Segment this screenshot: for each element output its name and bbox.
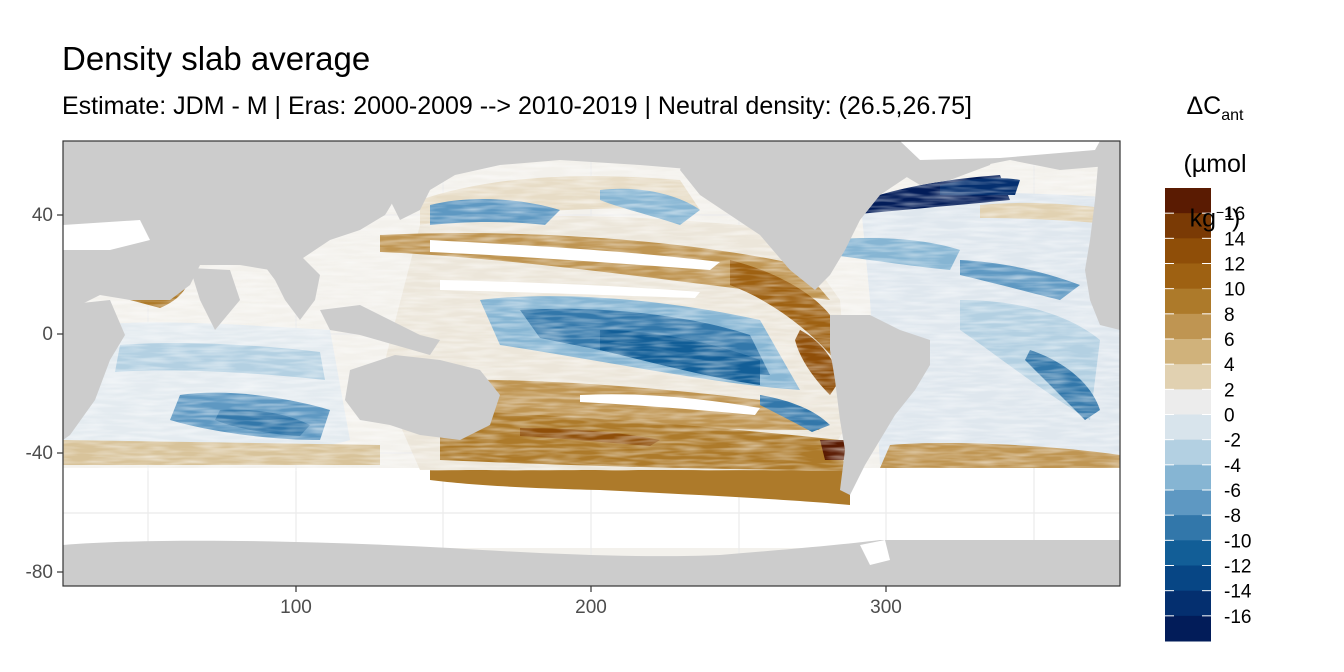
y-tick-label: 0	[42, 324, 53, 345]
map-area	[63, 141, 1120, 586]
land-masses	[63, 141, 1120, 586]
legend-label: 12	[1224, 255, 1245, 276]
y-tick-label: -80	[26, 562, 53, 583]
legend-label: 14	[1224, 229, 1246, 250]
y-tick-label: -40	[26, 443, 53, 464]
map-title: Density slab average	[62, 40, 371, 77]
legend-label: -16	[1224, 607, 1251, 628]
legend-swatch	[1165, 263, 1211, 290]
legend-title-unit: (µmol kg−1)	[1183, 150, 1247, 233]
x-axis	[295, 586, 887, 592]
legend-label: -2	[1224, 431, 1241, 452]
legend-title: ΔCant (µmol kg−1)	[1160, 82, 1270, 242]
legend-swatch	[1165, 515, 1211, 541]
legend-swatch	[1165, 188, 1211, 214]
legend-label: 2	[1224, 380, 1235, 401]
legend-label: 0	[1224, 406, 1235, 427]
nodata-patches	[63, 141, 1100, 565]
x-tick-label: 100	[280, 597, 312, 618]
legend-label: -10	[1224, 531, 1251, 552]
legend-label: 8	[1224, 305, 1235, 326]
legend-swatch	[1165, 540, 1211, 566]
map-subtitle: Estimate: JDM - M | Eras: 2000-2009 --> …	[62, 92, 972, 120]
legend-swatch	[1165, 439, 1211, 466]
legend-label: -8	[1224, 506, 1241, 527]
legend-swatch	[1165, 288, 1211, 315]
legend-label: -4	[1224, 456, 1241, 477]
legend-swatch	[1165, 615, 1211, 642]
legend-label: -14	[1224, 582, 1252, 603]
legend-swatch	[1165, 565, 1211, 592]
legend-swatch	[1165, 490, 1211, 516]
y-axis	[57, 214, 63, 573]
legend-swatch	[1165, 389, 1211, 415]
legend-swatch	[1165, 213, 1211, 239]
legend-swatch	[1165, 590, 1211, 617]
legend-swatch	[1165, 414, 1211, 441]
legend-label: 16	[1224, 204, 1245, 225]
legend-swatch	[1165, 238, 1211, 264]
legend-colorbar	[1165, 188, 1211, 642]
legend-labels: 16 14 12 10 8 6 4 2 0 -2 -4 -6 -8 -10 -12 -14 -16	[1224, 204, 1252, 628]
x-tick-label: 300	[870, 597, 902, 618]
legend-label: 6	[1224, 330, 1235, 351]
x-tick-label: 200	[575, 597, 607, 618]
legend-swatch	[1165, 464, 1211, 491]
legend-swatch	[1165, 339, 1211, 365]
legend-label: -12	[1224, 557, 1251, 578]
legend-label: -6	[1224, 481, 1241, 502]
legend-swatch	[1165, 313, 1211, 340]
y-tick-label: 40	[32, 205, 53, 226]
legend-label: 4	[1224, 355, 1235, 376]
legend-swatch	[1165, 364, 1211, 390]
legend-label: 10	[1224, 280, 1245, 301]
legend-title-variable: ΔCant	[1186, 92, 1244, 124]
